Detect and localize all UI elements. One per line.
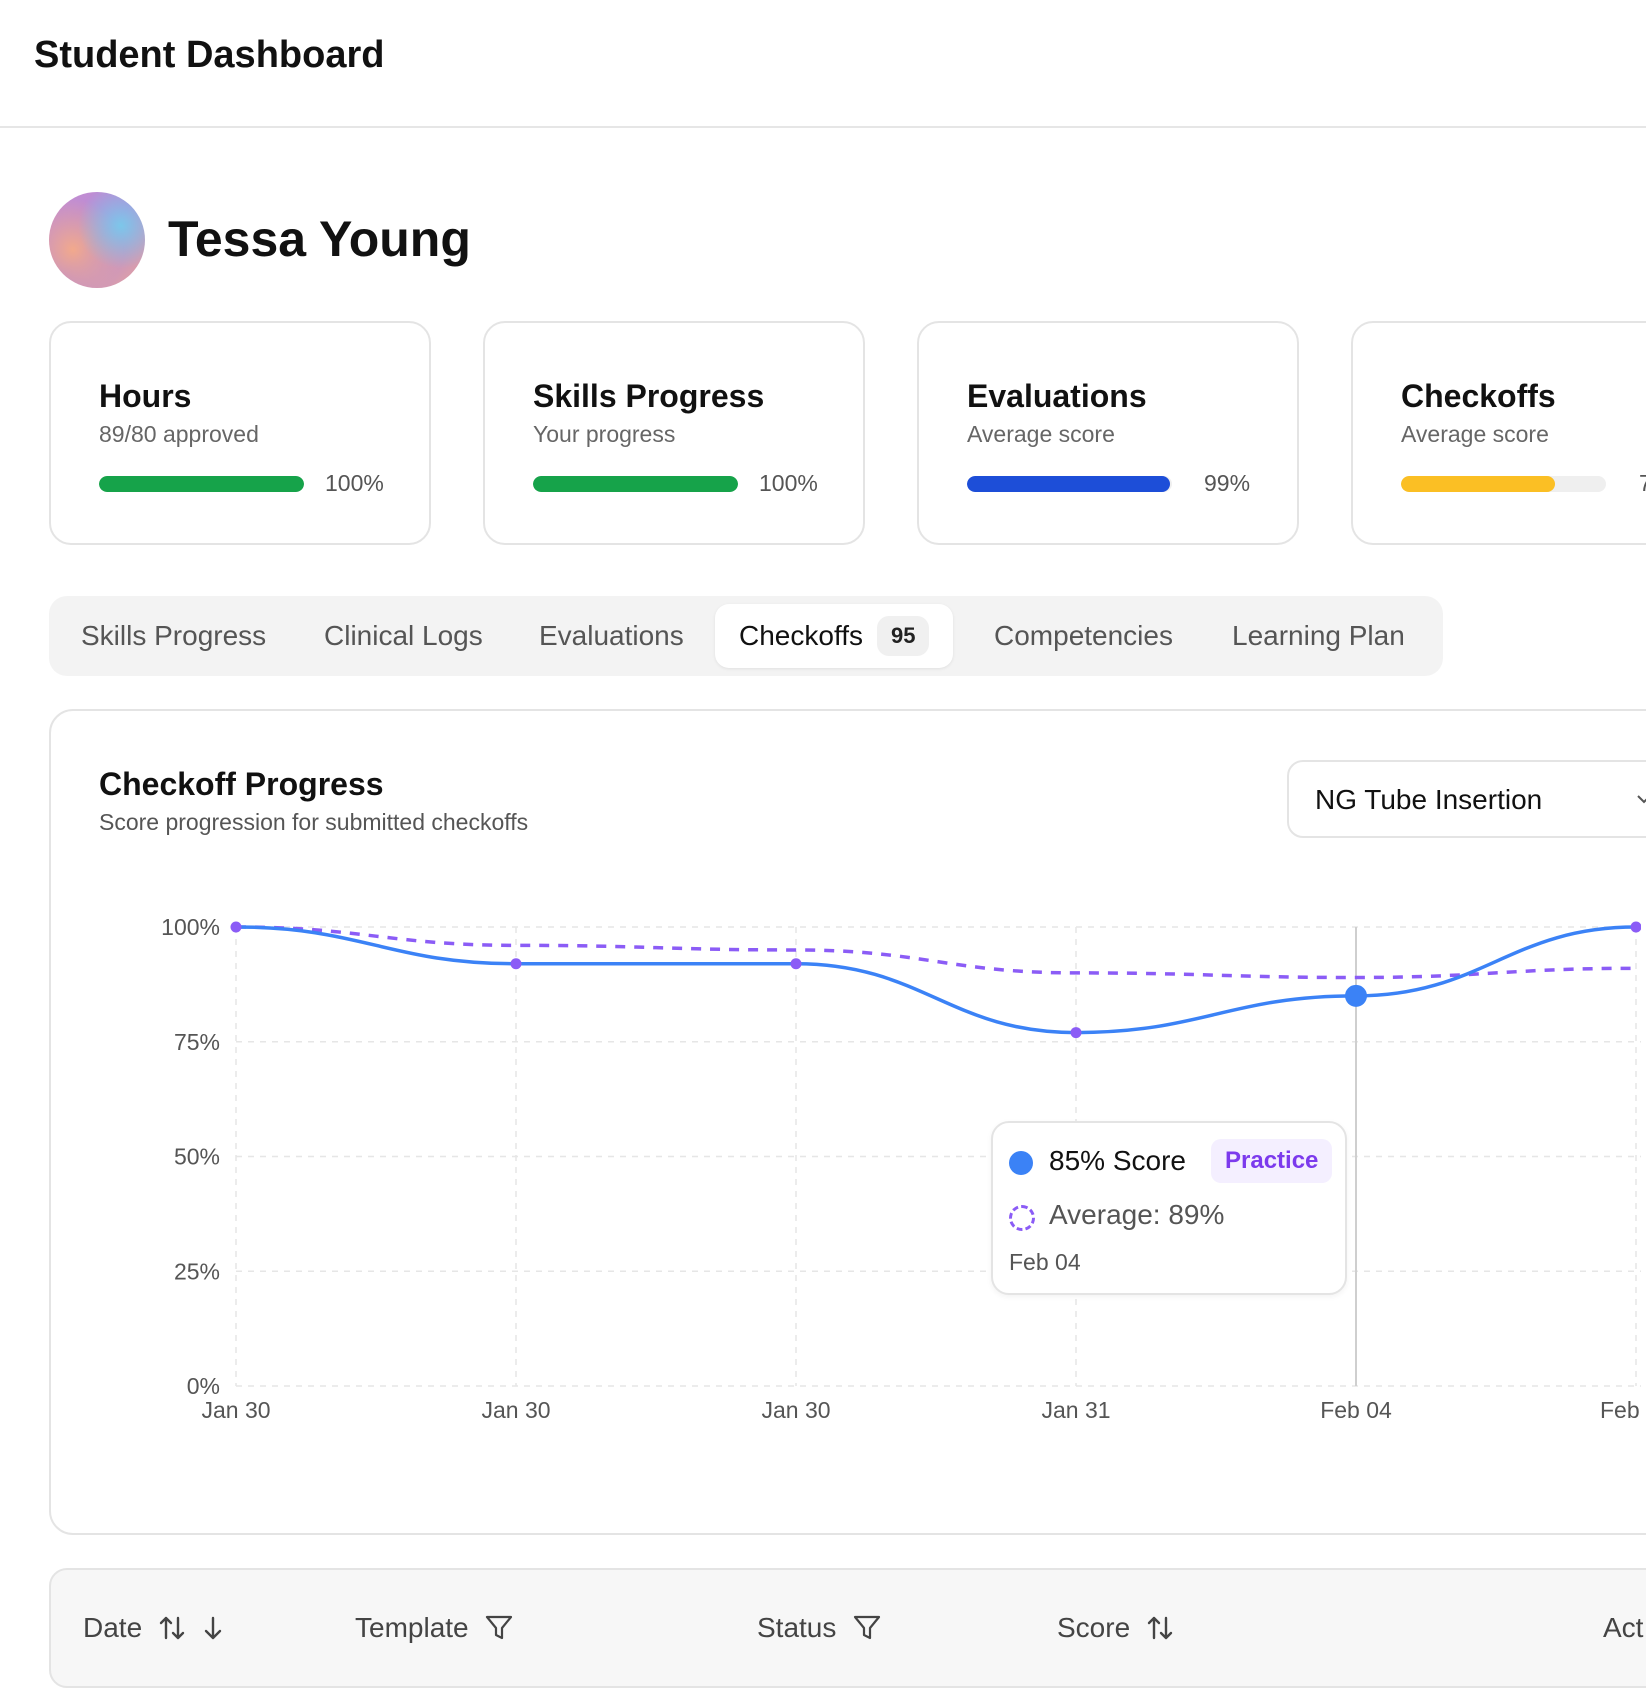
practice-badge: Practice (1211, 1139, 1333, 1183)
percent-label: 100% (759, 470, 818, 496)
card-title: Skills Progress (533, 378, 765, 414)
tab-skills-progress[interactable]: Skills Progress (81, 620, 267, 651)
card-subtitle: Average score (967, 421, 1115, 447)
chart-tooltip: 85% Score Practice Average: 89% Feb 04 (991, 1121, 1347, 1295)
page-title: Student Dashboard (34, 34, 385, 76)
tab-bar: Skills Progress Clinical Logs Evaluation… (49, 596, 1443, 676)
card-subtitle: Average score (1401, 421, 1549, 447)
hours-card: Hours 89/80 approved 100% (49, 321, 431, 545)
average-dashed-circle-icon (1009, 1205, 1035, 1231)
tab-clinical-logs[interactable]: Clinical Logs (324, 620, 483, 651)
x-tick-label: Feb (1600, 1397, 1640, 1423)
x-tick-label: Feb 04 (1320, 1397, 1392, 1423)
arrow-down-icon[interactable] (202, 1614, 224, 1642)
progress-bar (99, 476, 304, 492)
percent-label: 99% (1204, 470, 1251, 496)
template-column-header[interactable]: Template (355, 1612, 514, 1644)
column-label: Score (1057, 1612, 1131, 1643)
progress-fill (533, 476, 738, 492)
avatar (49, 192, 145, 288)
data-point (790, 958, 802, 970)
tab-learning-plan[interactable]: Learning Plan (1232, 620, 1405, 651)
checkoff-progress-panel: Checkoff Progress Score progression for … (49, 709, 1646, 1535)
card-subtitle: 89/80 approved (99, 421, 259, 447)
sort-icon[interactable] (158, 1614, 186, 1642)
table-header: Date Template Status Score Act (49, 1568, 1646, 1688)
panel-title: Checkoff Progress (99, 766, 384, 802)
column-label: Date (83, 1612, 143, 1643)
skills-progress-card: Skills Progress Your progress 100% (483, 321, 865, 545)
y-tick-label: 100% (161, 914, 220, 940)
progress-fill (99, 476, 304, 492)
data-point (1630, 921, 1641, 933)
top-bar: Student Dashboard (0, 0, 1646, 128)
tooltip-score: 85% Score (1049, 1145, 1186, 1176)
data-point (510, 958, 522, 970)
line-chart: 100%75%50%25%0%Jan 30 Jan 30 Jan 30 Jan 31 F… (161, 914, 1641, 1423)
status-column-header[interactable]: Status (757, 1612, 882, 1644)
data-point (1070, 1027, 1082, 1039)
x-tick-label: Jan 30 (481, 1397, 550, 1423)
filter-icon[interactable] (852, 1614, 882, 1642)
score-column-header[interactable]: Score (1057, 1612, 1174, 1644)
column-label: Status (757, 1612, 837, 1643)
checkoffs-card: Checkoffs Average score 7 (1351, 321, 1646, 545)
student-name: Tessa Young (168, 211, 471, 267)
count-badge: 95 (877, 615, 930, 656)
evaluations-card: Evaluations Average score 99% (917, 321, 1299, 545)
tooltip-average: Average: 89% (1049, 1199, 1225, 1230)
tab-label: Checkoffs (739, 620, 863, 651)
tooltip-date: Feb 04 (1009, 1249, 1081, 1275)
card-title: Checkoffs (1401, 378, 1556, 414)
checkoff-template-select[interactable]: NG Tube Insertion (1287, 760, 1646, 838)
y-tick-label: 25% (174, 1258, 220, 1284)
progress-bar (967, 476, 1172, 492)
sort-icon[interactable] (1146, 1614, 1174, 1642)
date-column-header[interactable]: Date (83, 1612, 224, 1644)
x-tick-label: Jan 31 (1041, 1397, 1110, 1423)
progress-fill (1401, 476, 1555, 492)
active-data-point (1345, 984, 1367, 1007)
tab-competencies[interactable]: Competencies (994, 620, 1173, 651)
column-label: Template (355, 1612, 469, 1643)
y-tick-label: 75% (174, 1029, 220, 1055)
y-tick-label: 0% (187, 1373, 220, 1399)
data-point (230, 921, 242, 933)
average-line (235, 925, 1637, 980)
filter-icon[interactable] (484, 1614, 514, 1642)
select-value: NG Tube Insertion (1315, 784, 1543, 815)
card-title: Evaluations (967, 378, 1147, 414)
card-title: Hours (99, 378, 192, 414)
percent-label: 7 (1639, 470, 1646, 496)
progress-bar (1401, 476, 1606, 492)
percent-label: 100% (325, 470, 384, 496)
chevron-down-icon (1637, 795, 1646, 804)
tab-evaluations[interactable]: Evaluations (539, 620, 684, 651)
x-tick-label: Jan 30 (761, 1397, 830, 1423)
card-subtitle: Your progress (533, 421, 676, 447)
score-line (235, 925, 1637, 1035)
score-dot-icon (1009, 1151, 1033, 1175)
tab-checkoffs[interactable]: Checkoffs 95 (715, 604, 954, 668)
actions-column-header: Act (1603, 1612, 1644, 1643)
panel-subtitle: Score progression for submitted checkoff… (99, 809, 529, 835)
y-tick-label: 50% (174, 1144, 220, 1170)
x-tick-label: Jan 30 (201, 1397, 270, 1423)
progress-bar (533, 476, 738, 492)
progress-fill (967, 476, 1170, 492)
